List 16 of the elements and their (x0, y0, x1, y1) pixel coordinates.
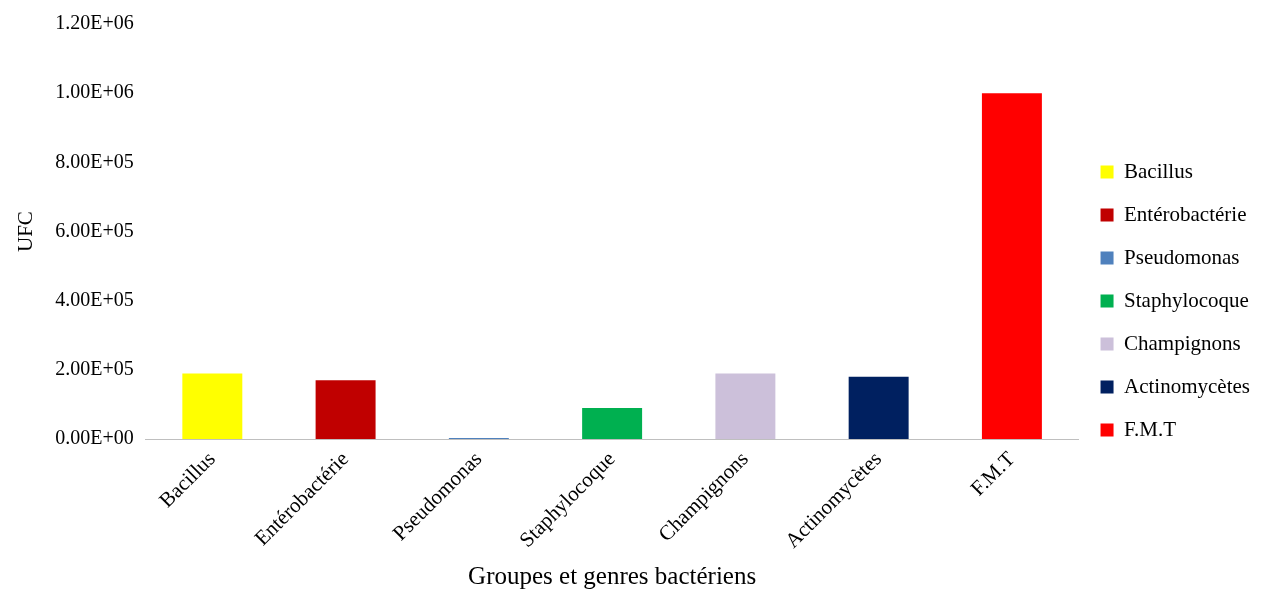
legend-label: Pseudomonas (1124, 244, 1240, 269)
legend-label: Entérobactérie (1124, 201, 1247, 226)
legend-label: Champignons (1124, 330, 1241, 355)
x-axis-title: Groupes et genres bactériens (468, 561, 757, 589)
y-tick-label: 8.00E+05 (55, 149, 134, 172)
y-tick-label: 6.00E+05 (55, 218, 134, 241)
y-axis-title: UFC (13, 211, 38, 252)
y-tick-label: 1.00E+06 (55, 80, 134, 103)
legend-label: F.M.T (1124, 416, 1177, 441)
y-tick-label: 1.20E+06 (55, 11, 134, 34)
legend-label: Actinomycètes (1124, 373, 1251, 398)
legend-label: Bacillus (1124, 158, 1193, 183)
y-tick-label: 0.00E+00 (55, 426, 134, 449)
y-tick-label: 2.00E+05 (55, 357, 134, 380)
legend-label: Staphylocoque (1124, 287, 1249, 312)
y-tick-label: 4.00E+05 (55, 287, 134, 310)
